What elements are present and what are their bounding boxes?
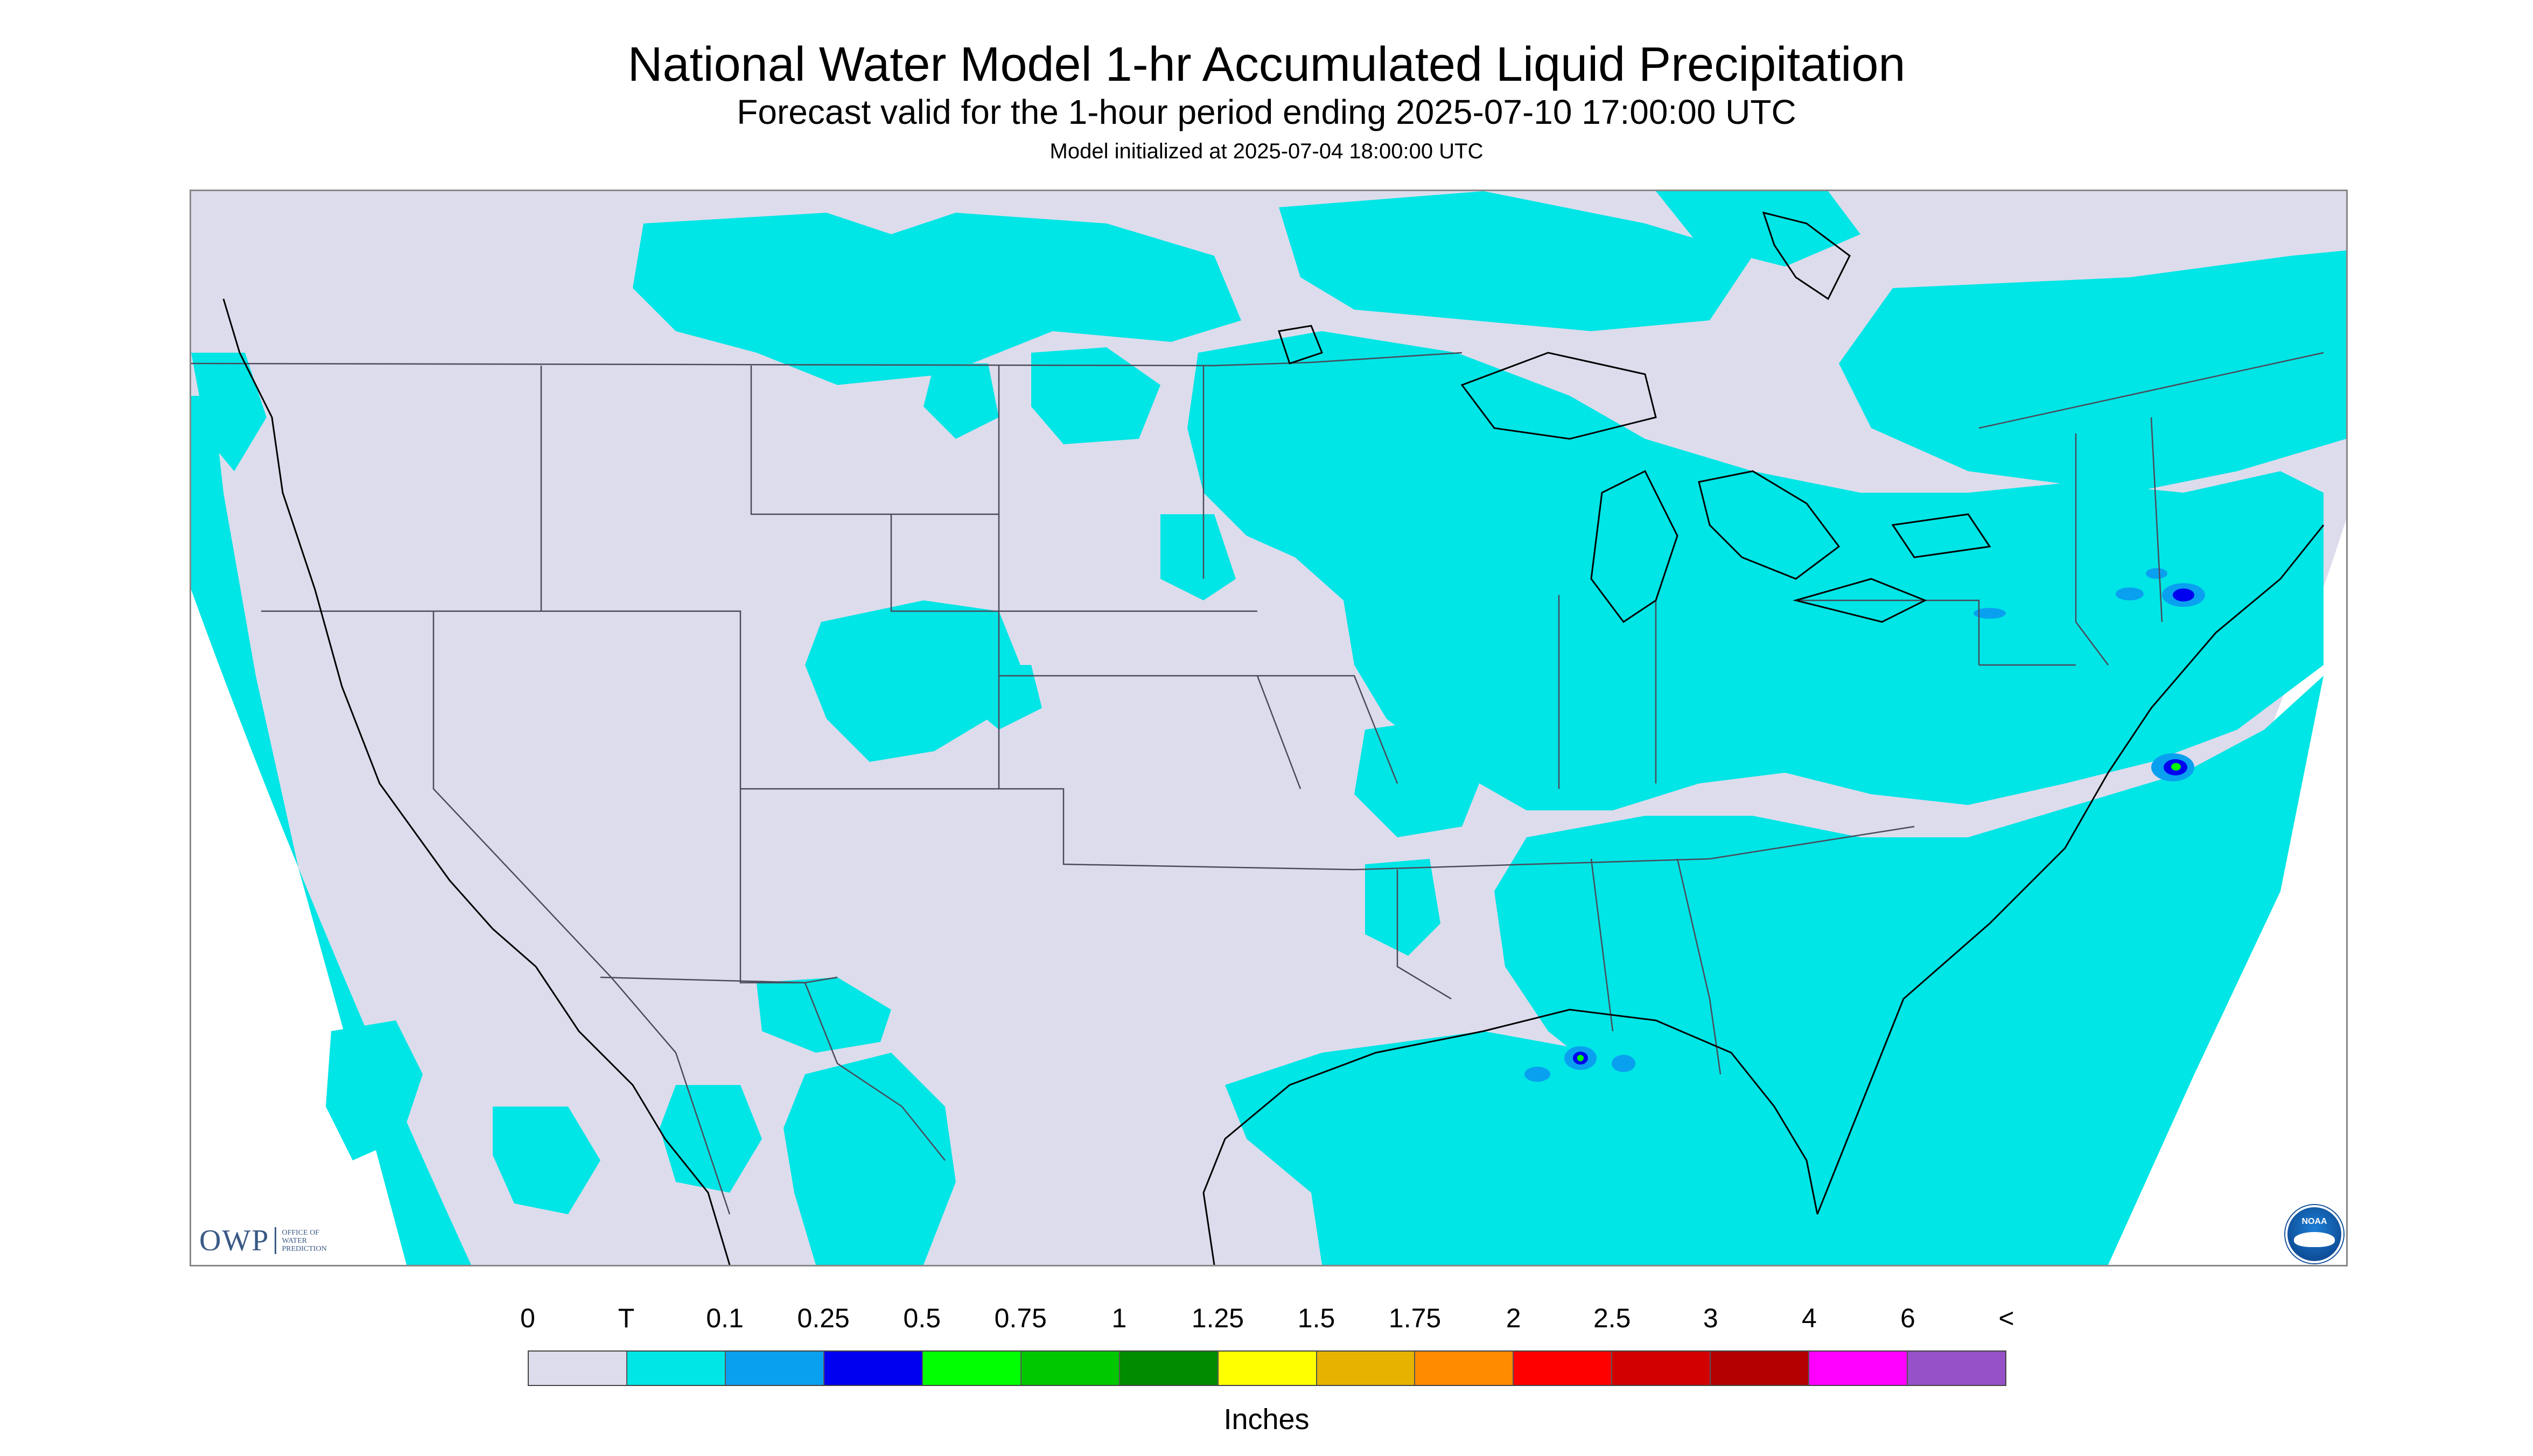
legend-swatch: [725, 1352, 824, 1385]
legend-tick-label: 0.1: [706, 1303, 744, 1333]
noaa-logo: NOAA: [2285, 1205, 2343, 1263]
legend-tick-label: 2: [1506, 1303, 1521, 1333]
legend-swatch: [1218, 1352, 1317, 1385]
legend-tick-label: 1.25: [1191, 1303, 1244, 1333]
map-title: National Water Model 1-hr Accumulated Li…: [627, 38, 1906, 92]
legend-swatch: [1809, 1352, 1908, 1385]
legend-tick-label: 4: [1801, 1303, 1817, 1333]
legend-tick-label: 2.5: [1593, 1303, 1631, 1333]
precip-map-svg: [191, 191, 2346, 1265]
forecast-valid-subtitle: Forecast valid for the 1-hour period end…: [737, 93, 1796, 131]
legend-tick-label: 0.75: [994, 1303, 1047, 1333]
noaa-wave-icon: [2294, 1232, 2335, 1247]
political-borders: [191, 352, 2324, 1215]
legend-colorbar: [528, 1350, 2006, 1386]
legend-tick-label: 0.25: [797, 1303, 850, 1333]
legend-tick-label: 0: [520, 1303, 535, 1333]
legend-tick-label: 1.5: [1297, 1303, 1335, 1333]
legend-tick-label: 3: [1703, 1303, 1718, 1333]
coastlines: [222, 211, 2325, 1265]
owp-logo: OWP Office of Water Prediction: [199, 1223, 327, 1258]
legend-units-label: Inches: [1223, 1403, 1310, 1436]
model-init-text: Model initialized at 2025-07-04 18:00:00…: [1049, 139, 1484, 163]
legend-tick-label: 0.5: [903, 1303, 941, 1333]
legend-swatch: [1908, 1352, 2006, 1385]
legend-tick-labels: 0 T 0.1 0.25 0.5 0.75 1 1.25 1.5 1.75 2 2.5 3 4 6 <: [0, 1303, 2533, 1335]
legend-tick-label: <: [1998, 1303, 2014, 1333]
trace-precip-areas: [191, 191, 2346, 1265]
owp-logo-text: OWP: [199, 1224, 270, 1257]
legend-tick-label: 1.75: [1388, 1303, 1442, 1333]
heavy-precip-cells: [1577, 763, 2181, 1061]
legend-swatch: [1119, 1352, 1219, 1385]
owp-logo-subtext: Office of Water Prediction: [282, 1228, 327, 1253]
noaa-logo-text: NOAA: [2301, 1217, 2327, 1226]
legend-swatch: [1317, 1352, 1416, 1385]
legend-swatch: [1711, 1352, 1810, 1385]
owp-logo-divider: [275, 1227, 277, 1254]
legend-tick-label: T: [618, 1303, 635, 1333]
legend-swatch: [1021, 1352, 1120, 1385]
legend-swatch: [1415, 1352, 1514, 1385]
legend-tick-label: 1: [1111, 1303, 1127, 1333]
legend-tick-label: 6: [1900, 1303, 1915, 1333]
legend-swatch: [1514, 1352, 1613, 1385]
legend-swatch: [922, 1352, 1021, 1385]
precipitation-map: [190, 190, 2348, 1266]
legend-swatch: [627, 1352, 726, 1385]
legend-swatch: [824, 1352, 923, 1385]
legend-swatch: [529, 1352, 627, 1385]
legend-swatch: [1612, 1352, 1711, 1385]
light-precip-cells: [1524, 568, 2205, 1082]
